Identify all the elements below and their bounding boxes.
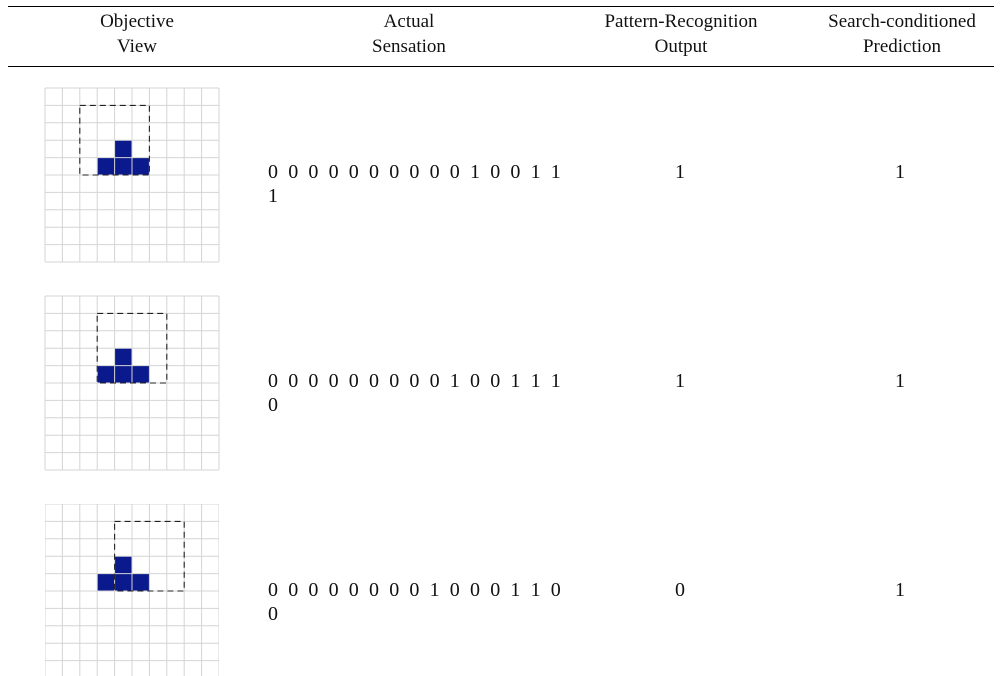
pattern-output-row2: 1 (675, 370, 685, 392)
shape-cell (97, 573, 115, 592)
header-search-conditioned-prediction: Search-conditioned Prediction (804, 9, 1000, 59)
shape-cell (114, 140, 133, 158)
shape-cell (132, 573, 150, 592)
objective-view-clip-row3 (45, 504, 219, 676)
shape-cell (114, 365, 133, 384)
shape-cell (132, 157, 150, 176)
table-top-rule (8, 6, 994, 8)
search-prediction-row1: 1 (895, 161, 905, 183)
header-pattern-line1: Pattern-Recognition (604, 11, 758, 32)
objective-view-grid-row2 (44, 295, 220, 471)
sensor-window (96, 312, 168, 384)
header-search-line2: Prediction (862, 36, 942, 57)
header-objective-line1: Objective (100, 11, 174, 32)
objective-view-grid-row1 (44, 87, 220, 263)
sensation-row2: 0 0 0 0 0 0 0 0 0 1 0 0 1 1 1 0 (268, 370, 564, 416)
header-sensation-line1: Actual (383, 11, 435, 32)
shape-cell (114, 556, 133, 574)
header-objective-view: Objective View (82, 9, 192, 59)
header-rule (8, 66, 994, 67)
header-objective-line2: View (116, 36, 157, 57)
objective-view-grid-row3 (45, 504, 219, 676)
header-pattern-recognition-output: Pattern-Recognition Output (576, 9, 786, 59)
pattern-output-row1: 1 (675, 161, 685, 183)
header-search-line1: Search-conditioned (828, 11, 976, 32)
search-prediction-row2: 1 (895, 370, 905, 392)
shape-cell (114, 348, 133, 366)
shape-cell (114, 157, 133, 176)
sensor-window (114, 520, 185, 592)
header-sensation-line2: Sensation (372, 36, 446, 57)
shape-cell (114, 573, 133, 592)
shape-cell (97, 157, 115, 176)
shape-cell (132, 365, 150, 384)
sensation-row1: 0 0 0 0 0 0 0 0 0 0 1 0 0 1 1 1 (268, 161, 564, 207)
header-pattern-line2: Output (654, 36, 708, 57)
sensor-window (79, 104, 150, 176)
sensation-row3: 0 0 0 0 0 0 0 0 1 0 0 0 1 1 0 0 (268, 579, 564, 625)
pattern-output-row3: 0 (675, 579, 685, 601)
search-prediction-row3: 1 (895, 579, 905, 601)
header-actual-sensation: Actual Sensation (346, 9, 472, 59)
shape-cell (97, 365, 115, 384)
